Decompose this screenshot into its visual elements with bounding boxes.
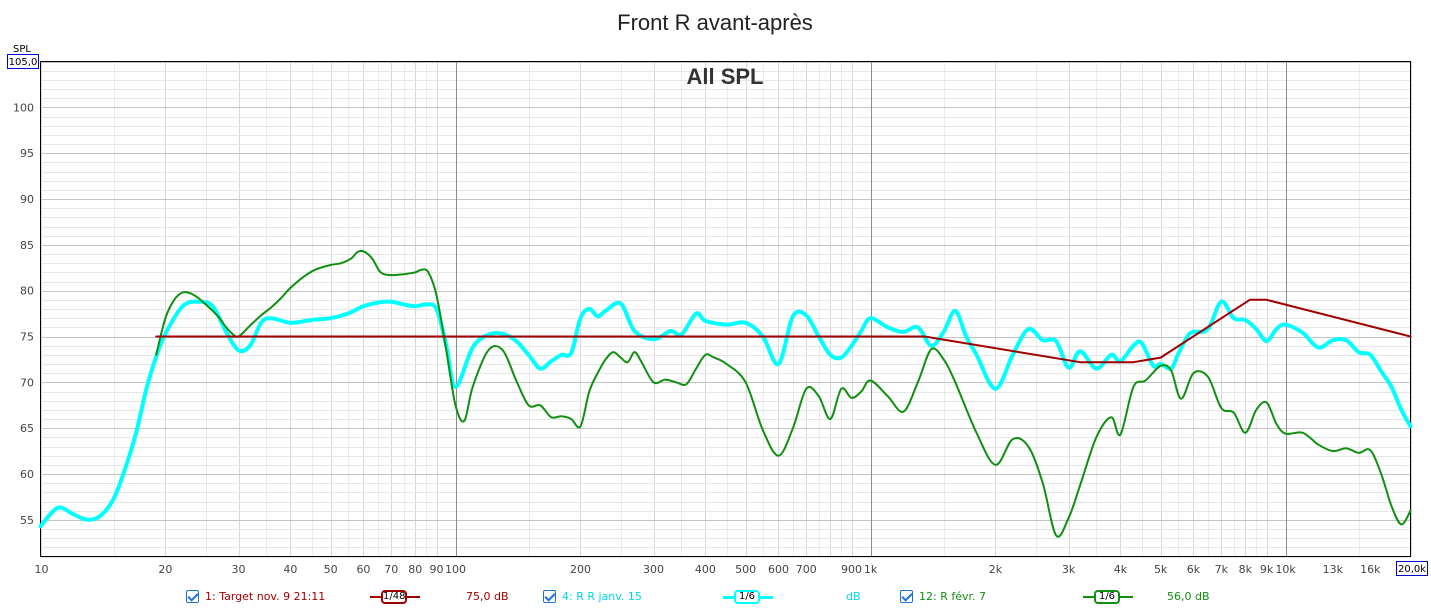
x-max-label[interactable]: 20,0k — [1398, 564, 1426, 575]
x-tick-label: 90 — [430, 563, 444, 576]
x-tick-label: 6k — [1187, 563, 1201, 576]
y-tick-label: 80 — [20, 285, 34, 298]
y-max-box[interactable] — [7, 54, 39, 69]
series-1-checkbox[interactable] — [186, 590, 199, 603]
x-tick-label: 2k — [989, 563, 1003, 576]
x-tick-label: 16k — [1360, 563, 1381, 576]
series-3-smoothing-control[interactable]: 1/6 — [1083, 590, 1133, 604]
series-2-smoothing-control[interactable]: 1/6 — [723, 590, 773, 604]
series-line-3 — [155, 249, 1412, 538]
x-tick-label: 700 — [796, 563, 817, 576]
x-max-box[interactable] — [1396, 561, 1428, 576]
x-tick-label: 8k — [1239, 563, 1253, 576]
series-2-checkbox[interactable] — [543, 590, 556, 603]
series-3-offset[interactable]: 56,0 dB — [1167, 590, 1210, 603]
x-tick-label: 600 — [768, 563, 789, 576]
plot-frame — [40, 61, 1411, 557]
x-tick-label: 900 — [841, 563, 862, 576]
y-tick-label: 85 — [20, 239, 34, 252]
y-tick-label: 90 — [20, 193, 34, 206]
y-tick-label: 70 — [20, 376, 34, 389]
series-2-offset[interactable]: dB — [846, 590, 861, 603]
series-line-2 — [38, 299, 1413, 529]
x-tick-label: 300 — [643, 563, 664, 576]
y-tick-label: 65 — [20, 422, 34, 435]
y-tick-label: 55 — [20, 514, 34, 527]
x-tick-label: 30 — [232, 563, 246, 576]
y-tick-label: 100 — [13, 101, 34, 114]
x-tick-label: 9k — [1260, 563, 1274, 576]
series-layer — [38, 249, 1413, 538]
x-tick-label: 80 — [408, 563, 422, 576]
y-max-label[interactable]: 105,0 — [9, 57, 38, 68]
chart-subtitle: All SPL — [686, 64, 763, 89]
x-tick-label: 500 — [735, 563, 756, 576]
x-tick-label: 400 — [695, 563, 716, 576]
series-1-smoothing: 1/48 — [381, 590, 407, 604]
x-tick-label: 4k — [1114, 563, 1128, 576]
x-tick-label: 50 — [324, 563, 338, 576]
major-grid — [456, 61, 1287, 557]
series-line-1 — [155, 298, 1412, 364]
x-tick-label: 5k — [1154, 563, 1168, 576]
series-3-smoothing: 1/6 — [1094, 590, 1120, 604]
minor-grid — [40, 61, 1412, 558]
x-tick-label: 1k — [864, 563, 878, 576]
x-tick-label: 20 — [158, 563, 172, 576]
series-1-offset[interactable]: 75,0 dB — [466, 590, 509, 603]
series-1-smoothing-control[interactable]: 1/48 — [370, 590, 420, 604]
x-tick-label: 200 — [570, 563, 591, 576]
y-axis-label: SPL — [13, 44, 31, 55]
series-2-smoothing: 1/6 — [734, 590, 760, 604]
x-tick-label: 13k — [1323, 563, 1344, 576]
x-tick-label: 7k — [1215, 563, 1229, 576]
x-tick-label: 100 — [445, 563, 466, 576]
x-tick-label: 10k — [1275, 563, 1296, 576]
series-3-name: 12: R févr. 7 — [919, 590, 986, 603]
y-tick-label: 60 — [20, 468, 34, 481]
y-tick-label: 75 — [20, 331, 34, 344]
x-tick-label: 3k — [1062, 563, 1076, 576]
chart-title: Front R avant-après — [617, 10, 813, 35]
x-tick-label: 60 — [356, 563, 370, 576]
series-3-checkbox[interactable] — [900, 590, 913, 603]
x-tick-label: 10 — [35, 563, 49, 576]
series-1-name: 1: Target nov. 9 21:11 — [205, 590, 326, 603]
x-tick-label: 40 — [283, 563, 297, 576]
y-tick-label: 95 — [20, 147, 34, 160]
x-tick-label: 70 — [384, 563, 398, 576]
series-2-name: 4: R R janv. 15 — [562, 590, 642, 603]
